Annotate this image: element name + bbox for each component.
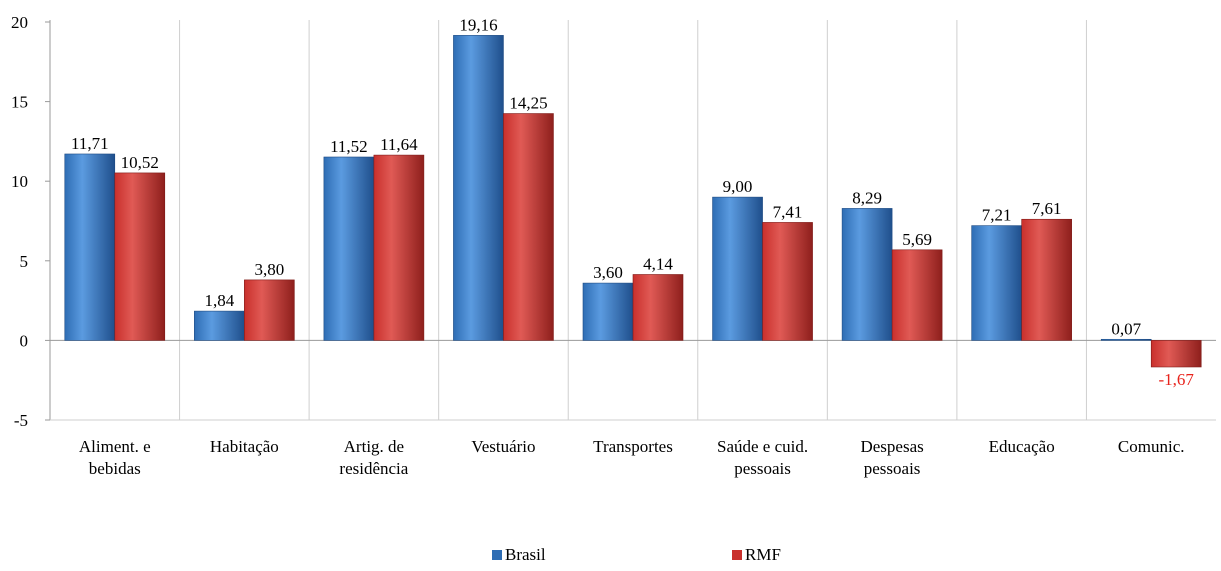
data-label-rmf: 4,14 bbox=[643, 254, 673, 273]
y-tick-label: 5 bbox=[20, 252, 29, 271]
data-label-rmf: 7,61 bbox=[1032, 199, 1062, 218]
data-label-brasil: 0,07 bbox=[1111, 319, 1141, 338]
data-label-brasil: 11,71 bbox=[71, 134, 109, 153]
data-label-rmf: 14,25 bbox=[509, 94, 547, 113]
x-tick-label: Despesas bbox=[860, 437, 923, 456]
x-axis-tick-labels: Aliment. e bebidas Habitação Artig. de resid… bbox=[79, 437, 1185, 478]
y-tick-label: 0 bbox=[20, 331, 29, 350]
x-tick-label: bebidas bbox=[89, 459, 141, 478]
x-tick-label: pessoais bbox=[864, 459, 921, 478]
bar-rmf bbox=[891, 249, 943, 341]
bar-brasil bbox=[64, 153, 116, 341]
bar-brasil bbox=[841, 208, 893, 341]
x-tick-label: Comunic. bbox=[1118, 437, 1185, 456]
x-tick-label: Educação bbox=[989, 437, 1055, 456]
x-tick-label: Habitação bbox=[210, 437, 279, 456]
data-label-brasil: 19,16 bbox=[459, 15, 497, 34]
data-label-rmf: 3,80 bbox=[254, 260, 284, 279]
data-label-brasil: 11,52 bbox=[330, 137, 368, 156]
data-label-rmf: -1,67 bbox=[1159, 370, 1195, 389]
bar-brasil bbox=[971, 225, 1022, 341]
data-label-rmf: 5,69 bbox=[902, 230, 932, 249]
bar-brasil bbox=[712, 196, 763, 341]
legend-label-rmf: RMF bbox=[745, 545, 781, 564]
bar-rmf bbox=[1021, 218, 1072, 341]
bar-brasil bbox=[1100, 338, 1152, 341]
bar-brasil bbox=[453, 35, 504, 341]
legend-swatch-brasil bbox=[492, 550, 502, 560]
bar-rmf bbox=[1150, 340, 1202, 368]
bar-rmf bbox=[244, 279, 295, 341]
y-tick-label: 15 bbox=[11, 93, 28, 112]
x-tick-label: Saúde e cuid. bbox=[717, 437, 808, 456]
legend-label-brasil: Brasil bbox=[505, 545, 546, 564]
x-tick-label: pessoais bbox=[734, 459, 791, 478]
data-label-rmf: 11,64 bbox=[380, 135, 418, 154]
y-tick-label: 20 bbox=[11, 13, 28, 32]
data-labels: 11,71 10,52 1,84 3,80 11,52 11,64 19,16 14,25 3,… bbox=[71, 15, 1194, 389]
x-tick-label: Aliment. e bbox=[79, 437, 151, 456]
bar-rmf bbox=[632, 274, 684, 341]
bar-rmf bbox=[762, 222, 813, 341]
y-tick-label: 10 bbox=[11, 172, 28, 191]
bar-brasil bbox=[194, 310, 245, 341]
legend-swatch-rmf bbox=[732, 550, 742, 560]
bar-rmf bbox=[373, 154, 425, 341]
data-label-brasil: 3,60 bbox=[593, 263, 623, 282]
data-label-rmf: 10,52 bbox=[121, 153, 159, 172]
x-tick-label: Artig. de bbox=[344, 437, 404, 456]
x-tick-label: residência bbox=[339, 459, 408, 478]
bar-rmf bbox=[114, 172, 166, 341]
legend: Brasil RMF bbox=[492, 545, 781, 564]
bars bbox=[64, 35, 1202, 368]
y-axis-tick-labels: -5 0 5 10 15 20 bbox=[11, 13, 50, 430]
bar-brasil bbox=[582, 282, 634, 341]
bar-rmf bbox=[503, 113, 554, 341]
data-label-brasil: 1,84 bbox=[204, 291, 234, 310]
data-label-brasil: 8,29 bbox=[852, 188, 882, 207]
grid-lines bbox=[179, 20, 1087, 420]
y-tick-label: -5 bbox=[14, 411, 28, 430]
bar-brasil bbox=[323, 156, 375, 341]
x-tick-label: Vestuário bbox=[471, 437, 535, 456]
data-label-rmf: 7,41 bbox=[773, 202, 803, 221]
data-label-brasil: 9,00 bbox=[723, 177, 753, 196]
x-tick-label: Transportes bbox=[593, 437, 673, 456]
data-label-brasil: 7,21 bbox=[982, 206, 1012, 225]
